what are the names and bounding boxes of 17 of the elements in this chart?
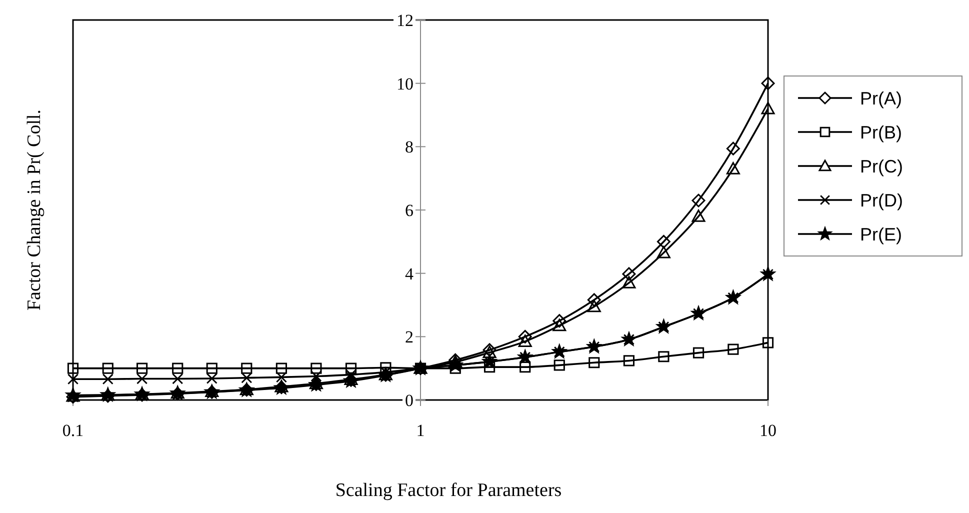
x-tick-label: 10 (760, 421, 776, 440)
legend-label: Pr(D) (860, 190, 903, 210)
y-tick-label: 8 (405, 138, 414, 157)
x-tick-label: 1 (416, 421, 425, 440)
x-tick-label: 0.1 (62, 421, 84, 440)
y-tick-label: 12 (396, 10, 414, 30)
x-axis-title: Scaling Factor for Parameters (335, 480, 562, 501)
y-tick-label: 4 (405, 264, 414, 284)
legend-label: Pr(C) (860, 156, 903, 176)
legend-label: Pr(B) (860, 122, 902, 142)
y-axis-title: Factor Change in Pr( Coll. (24, 109, 45, 311)
y-tick-label: 0 (405, 390, 414, 410)
legend-label: Pr(A) (860, 88, 902, 108)
y-tick-label: 10 (396, 74, 414, 94)
legend-label: Pr(E) (860, 224, 902, 244)
y-tick-label: 2 (405, 328, 414, 347)
y-tick-label: 6 (405, 200, 414, 220)
